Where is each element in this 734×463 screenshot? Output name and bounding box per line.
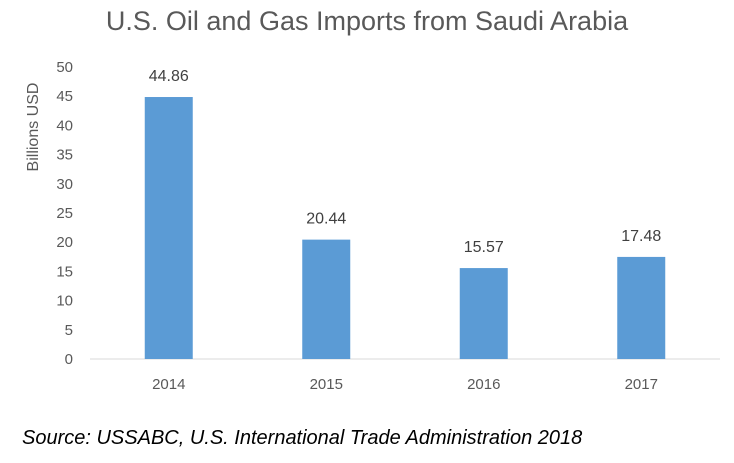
x-tick-label-2016: 2016 (467, 376, 500, 393)
data-label-2015: 20.44 (306, 211, 346, 228)
y-tick-label: 15 (56, 263, 73, 280)
y-tick-label: 5 (65, 322, 73, 339)
bars (144, 97, 666, 359)
y-tick-label: 45 (56, 88, 73, 105)
y-tick-label: 20 (56, 234, 73, 251)
y-tick-label: 30 (56, 176, 73, 193)
bar-2016 (459, 268, 508, 359)
chart-title: U.S. Oil and Gas Imports from Saudi Arab… (105, 6, 629, 36)
y-tick-label: 40 (56, 117, 73, 134)
bar-chart: 0 5 10 15 20 25 30 35 40 45 50 44.86 20.44 15.57 17.4… (25, 59, 720, 393)
data-labels: 44.86 20.44 15.57 17.48 (149, 68, 662, 256)
y-tick-label: 0 (65, 351, 73, 368)
y-tick-label: 50 (56, 59, 73, 76)
y-tick-label: 10 (56, 293, 73, 310)
source-note: Source: USSABC, U.S. International Trade… (22, 427, 583, 449)
bar-2014 (144, 97, 193, 359)
x-tick-label-2014: 2014 (152, 376, 185, 393)
data-label-2017: 17.48 (621, 228, 661, 245)
y-axis-title: Billions USD (25, 83, 42, 172)
x-axis-ticks: 2014 2015 2016 2017 (152, 376, 658, 393)
y-axis-ticks: 0 5 10 15 20 25 30 35 40 45 50 (56, 59, 73, 368)
data-label-2014: 44.86 (149, 68, 189, 85)
y-tick-label: 35 (56, 147, 73, 164)
data-label-2016: 15.57 (464, 239, 504, 256)
x-tick-label-2015: 2015 (310, 376, 343, 393)
bar-2015 (302, 239, 351, 359)
y-tick-label: 25 (56, 205, 73, 222)
x-tick-label-2017: 2017 (625, 376, 658, 393)
bar-2017 (617, 256, 666, 359)
